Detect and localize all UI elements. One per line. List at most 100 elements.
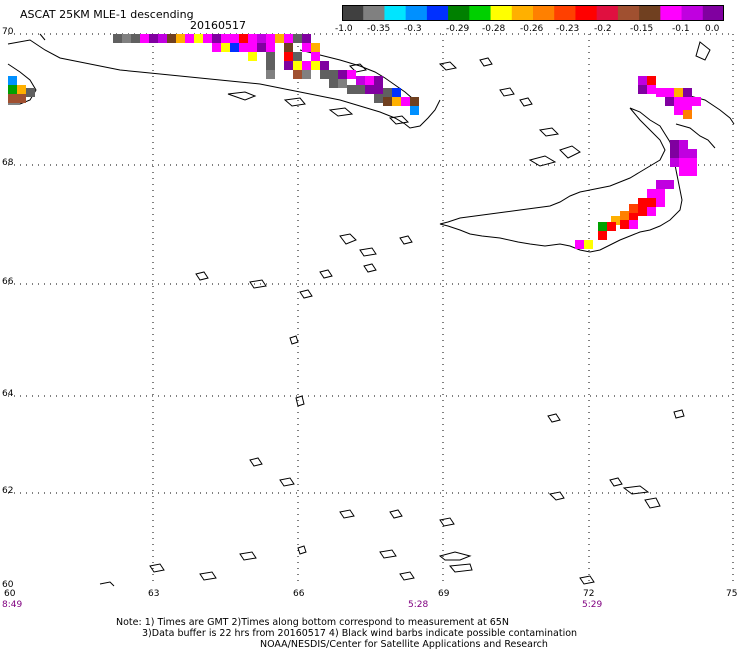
colorbar-label: -1.0 [335, 24, 353, 34]
wind-data-pixel [656, 189, 665, 198]
wind-data-pixel [26, 88, 35, 97]
wind-data-pixel [320, 61, 329, 70]
lon-label: 60 [4, 589, 16, 599]
wind-data-pixel [212, 43, 221, 52]
map-title: ASCAT 25KM MLE-1 descending [20, 8, 194, 21]
lat-label: 70 [2, 27, 14, 37]
wind-data-pixel [688, 149, 697, 158]
map-date: 20160517 [190, 19, 246, 32]
wind-data-pixels [8, 34, 701, 249]
wind-data-pixel [374, 94, 383, 103]
wind-data-pixel [239, 34, 248, 43]
wind-data-pixel [329, 70, 338, 79]
lon-label: 69 [438, 589, 450, 599]
colorbar-label: -0.23 [556, 24, 580, 34]
wind-data-pixel [293, 70, 302, 79]
colorbar-label: -0.3 [404, 24, 422, 34]
wind-data-pixel [8, 94, 17, 103]
wind-data-pixel [338, 79, 347, 88]
colorbar-swatch [384, 5, 407, 21]
wind-data-pixel [266, 61, 275, 70]
colorbar-label: -0.1 [672, 24, 690, 34]
wind-data-pixel [647, 76, 656, 85]
colorbar [342, 5, 724, 21]
wind-data-pixel [629, 213, 638, 222]
lat-label: 66 [2, 277, 14, 287]
colorbar-swatch [554, 5, 577, 21]
wind-data-pixel [131, 34, 140, 43]
wind-data-pixel [401, 97, 410, 106]
wind-data-pixel [665, 180, 674, 189]
wind-data-pixel [293, 52, 302, 61]
colorbar-label: -0.35 [367, 24, 391, 34]
wind-data-pixel [356, 85, 365, 94]
wind-data-pixel [257, 43, 266, 52]
colorbar-swatch [660, 5, 683, 21]
wind-data-pixel [212, 34, 221, 43]
wind-data-pixel [683, 97, 692, 106]
wind-data-pixel [638, 76, 647, 85]
wind-data-pixel [230, 34, 239, 43]
wind-data-pixel [239, 43, 248, 52]
colorbar-swatch [533, 5, 555, 21]
wind-data-pixel [17, 94, 26, 103]
wind-data-pixel [140, 34, 149, 43]
wind-data-pixel [679, 167, 688, 176]
wind-data-pixel [638, 85, 647, 94]
colorbar-swatch [363, 5, 386, 21]
wind-data-pixel [176, 34, 185, 43]
colorbar-label: 0.0 [705, 24, 720, 34]
wind-data-pixel [374, 76, 383, 85]
colorbar-swatch [681, 5, 704, 21]
wind-data-pixel [158, 34, 167, 43]
wind-data-pixel [598, 222, 607, 231]
colorbar-swatch [448, 5, 470, 21]
wind-data-pixel [620, 220, 629, 229]
time-label: 5:28 [408, 600, 429, 610]
wind-data-pixel [670, 149, 679, 158]
wind-data-pixel [113, 34, 122, 43]
wind-data-pixel [8, 85, 17, 94]
wind-data-pixel [670, 140, 679, 149]
colorbar-swatch [617, 5, 640, 21]
wind-data-pixel [647, 85, 656, 94]
wind-data-pixel [311, 43, 320, 52]
wind-data-pixel [638, 198, 647, 207]
colorbar-swatch [405, 5, 428, 21]
wind-data-pixel [122, 34, 131, 43]
wind-data-pixel [293, 34, 302, 43]
wind-data-pixel [638, 207, 647, 216]
wind-data-pixel [674, 106, 683, 115]
note-line: NOAA/NESDIS/Center for Satellite Applica… [260, 639, 548, 650]
wind-data-pixel [392, 97, 401, 106]
wind-data-pixel [302, 61, 311, 70]
colorbar-label: -0.29 [446, 24, 470, 34]
wind-data-pixel [356, 76, 365, 85]
note-line: 3)Data buffer is 22 hrs from 20160517 4)… [142, 628, 578, 639]
wind-data-pixel [311, 61, 320, 70]
lon-label: 72 [583, 589, 595, 599]
wind-data-pixel [194, 34, 203, 43]
time-label: 8:49 [2, 600, 23, 610]
wind-data-pixel [584, 240, 593, 249]
wind-data-pixel [410, 97, 419, 106]
colorbar-swatch [469, 5, 492, 21]
wind-data-pixel [620, 211, 629, 220]
wind-data-pixel [392, 88, 401, 97]
wind-data-pixel [167, 34, 176, 43]
colorbar-label: -0.26 [520, 24, 544, 34]
wind-data-pixel [302, 34, 311, 43]
wind-data-pixel [665, 97, 674, 106]
colorbar-swatch [511, 5, 534, 21]
wind-data-pixel [647, 207, 656, 216]
colorbar-label: -0.28 [482, 24, 506, 34]
coastline [7, 33, 735, 587]
colorbar-label: -0.2 [594, 24, 612, 34]
colorbar-swatch [342, 5, 364, 21]
lon-label: 66 [293, 589, 305, 599]
wind-data-pixel [629, 220, 638, 229]
wind-data-pixel [607, 222, 616, 231]
wind-data-pixel [293, 61, 302, 70]
wind-data-pixel [410, 106, 419, 115]
